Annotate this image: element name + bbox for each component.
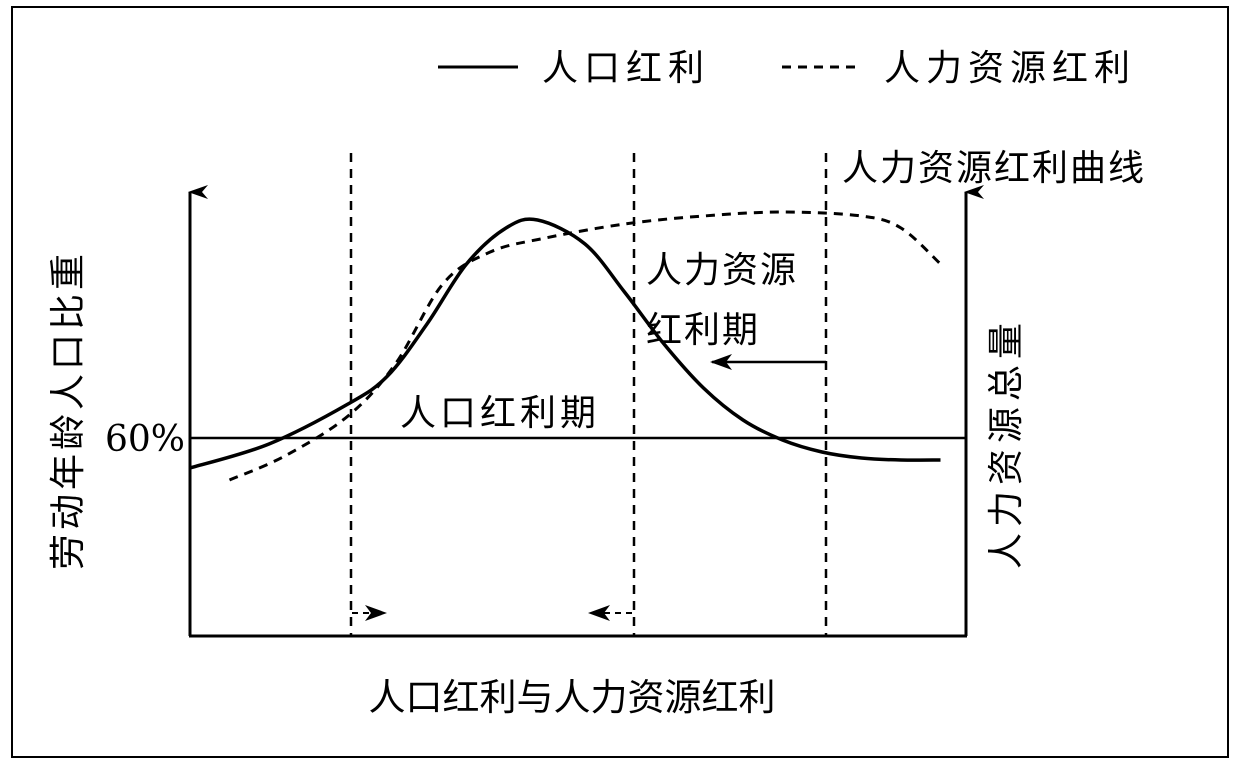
chart-title: 人口红利与人力资源红利 (369, 676, 776, 719)
series-demographic-dividend-line (189, 217, 941, 470)
period1-label: 人口红利期 (400, 393, 600, 434)
outer-border (11, 6, 1229, 758)
period2-label-line1: 人力资源 (646, 250, 798, 291)
hr-curve-label: 人力资源红利曲线 (842, 148, 1146, 189)
threshold-label: 60% (105, 419, 185, 460)
series-human-resource-dividend-line (228, 210, 942, 482)
legend-label-hr-dividend: 人力资源红利 (884, 48, 1136, 89)
legend-label-demographic-dividend: 人口红利 (542, 48, 710, 89)
y-axis-label-right: 人力资源总量 (986, 317, 1027, 569)
y-axis-label-left: 劳动年龄人口比重 (48, 250, 89, 570)
period2-label-line2: 红利期 (646, 310, 760, 351)
